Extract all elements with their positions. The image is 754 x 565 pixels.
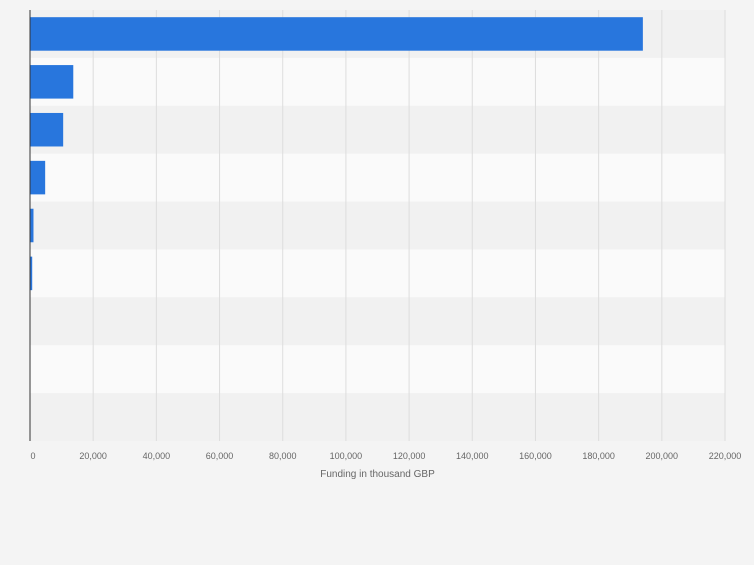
gridlines — [92, 10, 726, 441]
row-band — [30, 393, 725, 441]
bars — [30, 17, 643, 291]
bar[interactable] — [30, 256, 33, 291]
row-band — [30, 105, 725, 154]
bar[interactable] — [30, 160, 46, 195]
x-tick-label: 160,000 — [519, 451, 552, 461]
x-tick-label: 0 — [30, 451, 35, 461]
x-tick-label: 80,000 — [269, 451, 297, 461]
row-bands — [30, 10, 725, 441]
x-tick-label: 100,000 — [330, 451, 363, 461]
x-tick-label: 60,000 — [206, 451, 234, 461]
row-band — [30, 201, 725, 250]
row-band — [30, 249, 725, 298]
row-band — [30, 153, 725, 202]
x-tick-labels: 0 20,000 40,000 60,000 80,000 100,000 120,000 1… — [30, 451, 741, 461]
x-tick-label: 200,000 — [646, 451, 679, 461]
x-tick-label: 40,000 — [143, 451, 171, 461]
row-band — [30, 297, 725, 346]
row-band — [30, 57, 725, 106]
x-tick-label: 180,000 — [582, 451, 615, 461]
x-tick-label: 20,000 — [79, 451, 107, 461]
bar[interactable] — [30, 17, 643, 51]
x-tick-label: 220,000 — [709, 451, 742, 461]
x-tick-label: 120,000 — [393, 451, 426, 461]
bar[interactable] — [30, 208, 34, 243]
bar[interactable] — [30, 112, 64, 147]
row-band — [30, 345, 725, 394]
x-tick-label: 140,000 — [456, 451, 489, 461]
x-axis-label: Funding in thousand GBP — [320, 469, 435, 480]
bar[interactable] — [30, 65, 74, 99]
